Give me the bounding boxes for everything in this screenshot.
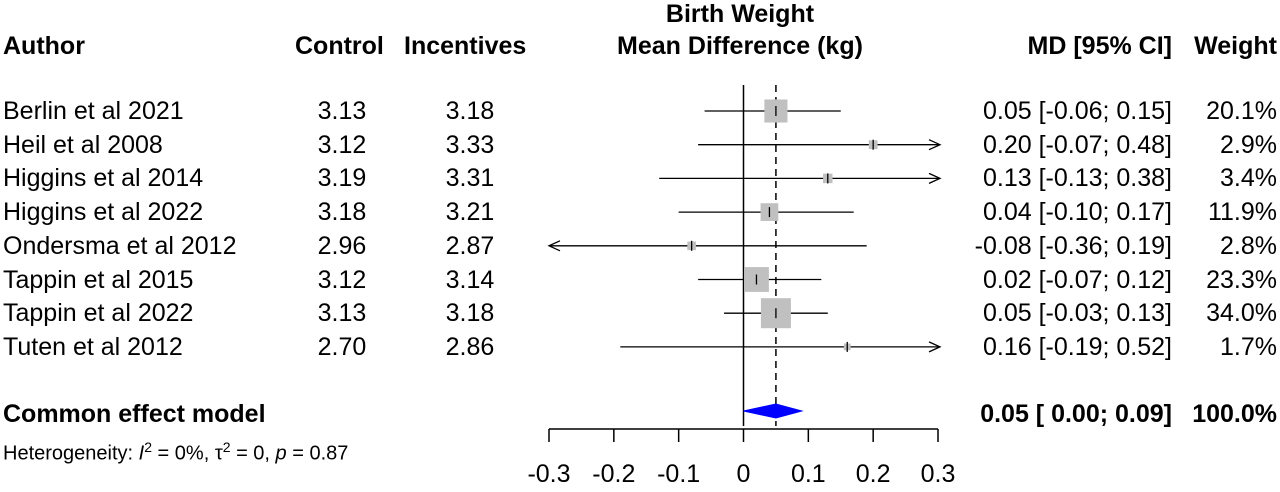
x-axis-tick-label: 0.1 <box>791 460 826 488</box>
p-value: = 0.87 <box>286 442 349 465</box>
study-control: 2.96 <box>317 231 367 260</box>
study-incentives: 2.86 <box>445 332 495 361</box>
x-axis-tick-label: 0.3 <box>921 460 956 488</box>
study-author: Higgins et al 2014 <box>3 164 204 193</box>
study-weight: 34.0% <box>1206 299 1277 328</box>
study-incentives: 3.31 <box>445 164 495 193</box>
md-ci-header: MD [95% CI] <box>1027 32 1172 60</box>
incentives-header: Incentives <box>404 32 527 60</box>
plot-title-line2: Mean Difference (kg) <box>617 32 863 60</box>
pooled-weight: 100.0% <box>1192 400 1277 428</box>
study-weight: 20.1% <box>1206 97 1277 125</box>
ci-arrow-left <box>547 240 561 252</box>
study-author: Ondersma et al 2012 <box>3 231 237 260</box>
heterogeneity-prefix: Heterogeneity: <box>3 442 139 465</box>
study-ci: 0.05 [-0.06; 0.15] <box>982 97 1172 125</box>
study-incentives: 2.87 <box>445 231 495 260</box>
study-ci: 0.05 [-0.03; 0.13] <box>982 299 1172 328</box>
x-axis-tick-label: -0.3 <box>527 460 570 488</box>
x-axis-tick-label: 0.2 <box>856 460 891 488</box>
tau-value: = 0, <box>230 442 276 465</box>
study-author: Heil et al 2008 <box>3 130 163 159</box>
study-author: Berlin et al 2021 <box>3 97 184 125</box>
study-ci: -0.08 [-0.36; 0.19] <box>974 231 1172 260</box>
i2-exponent: 2 <box>144 439 152 455</box>
study-incentives: 3.33 <box>445 130 495 159</box>
study-control: 3.13 <box>317 97 367 125</box>
heterogeneity-text: Heterogeneity: I2 = 0%, τ2 = 0, p = 0.87 <box>3 440 348 464</box>
study-control: 3.18 <box>317 198 367 227</box>
study-ci: 0.20 [-0.07; 0.48] <box>982 130 1172 159</box>
pooled-ci: 0.05 [ 0.00; 0.09] <box>980 400 1172 428</box>
study-ci: 0.02 [-0.07; 0.12] <box>982 265 1172 294</box>
study-ci: 0.04 [-0.10; 0.17] <box>982 198 1172 227</box>
x-axis-tick-label: -0.2 <box>592 460 635 488</box>
i2-symbol: I <box>138 442 145 465</box>
ci-arrow-right <box>928 139 942 151</box>
study-control: 3.19 <box>317 164 367 193</box>
study-author: Higgins et al 2022 <box>3 198 204 227</box>
pooled-diamond <box>743 403 804 419</box>
study-weight: 3.4% <box>1220 164 1277 193</box>
study-weight: 2.9% <box>1220 130 1277 159</box>
ci-arrow-right <box>928 341 942 353</box>
study-incentives: 3.18 <box>445 299 495 328</box>
study-incentives: 3.14 <box>445 265 495 294</box>
ci-arrow-right <box>928 172 942 184</box>
control-header: Control <box>295 32 384 60</box>
tau-exponent: 2 <box>222 439 231 455</box>
study-control: 2.70 <box>317 332 367 361</box>
plot-title-line1: Birth Weight <box>665 0 815 28</box>
study-ci: 0.13 [-0.13; 0.38] <box>982 164 1172 193</box>
p-symbol: p <box>275 442 287 465</box>
study-author: Tappin et al 2015 <box>3 265 194 294</box>
study-weight: 1.7% <box>1220 332 1277 361</box>
x-axis-tick-label: 0 <box>737 460 751 488</box>
study-ci: 0.16 [-0.19; 0.52] <box>982 332 1172 361</box>
study-weight: 2.8% <box>1220 231 1277 260</box>
study-control: 3.13 <box>317 299 367 328</box>
pooled-label: Common effect model <box>3 400 266 428</box>
study-author: Tappin et al 2022 <box>3 299 194 328</box>
study-incentives: 3.18 <box>445 97 495 125</box>
study-author: Tuten et al 2012 <box>3 332 183 361</box>
study-weight: 23.3% <box>1206 265 1277 294</box>
x-axis-tick-label: -0.1 <box>657 460 700 488</box>
author-header: Author <box>3 32 85 60</box>
i2-value: = 0%, <box>152 442 215 465</box>
study-control: 3.12 <box>317 130 367 159</box>
study-control: 3.12 <box>317 265 367 294</box>
weight-header: Weight <box>1194 32 1277 60</box>
study-weight: 11.9% <box>1207 198 1277 227</box>
tau-symbol: τ <box>214 442 223 465</box>
study-incentives: 3.21 <box>445 198 495 227</box>
